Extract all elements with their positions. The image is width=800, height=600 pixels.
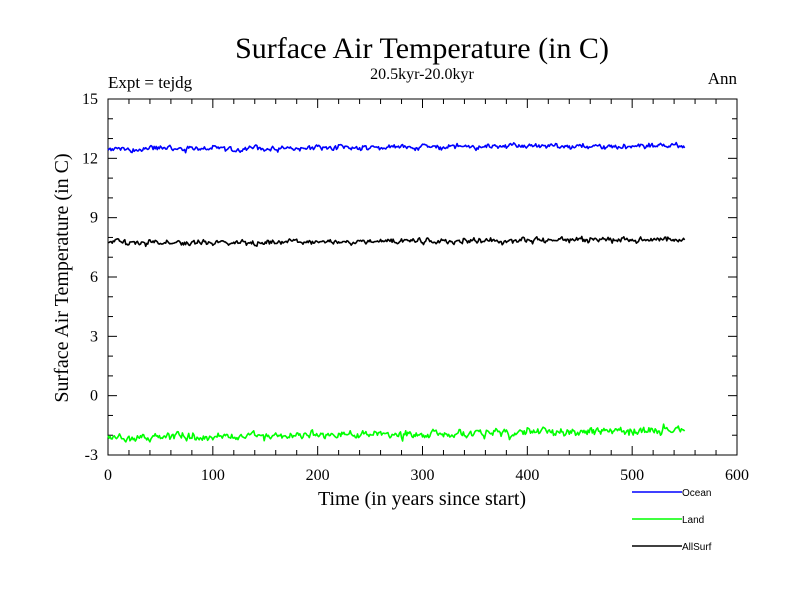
axis-ticks	[107, 98, 738, 456]
legend-label-ocean: Ocean	[682, 488, 711, 499]
y-tick-label: 3	[90, 328, 98, 345]
x-tick-label: 400	[515, 467, 539, 484]
series-line-ocean	[107, 141, 686, 154]
legend: Ocean Land AllSurf	[632, 488, 712, 553]
series-line-land	[107, 423, 686, 443]
x-tick-label: 500	[620, 467, 644, 484]
season-label: Ann	[708, 69, 738, 88]
y-tick-label: -3	[85, 447, 98, 464]
x-axis-label: Time (in years since start)	[318, 488, 526, 510]
x-tick-label: 300	[411, 467, 435, 484]
legend-label-allsurf: AllSurf	[682, 542, 712, 553]
series-lines	[107, 141, 686, 443]
plot-frame	[107, 98, 738, 456]
y-tick-label: 0	[90, 388, 98, 405]
y-tick-label: 9	[90, 210, 98, 227]
x-tick-label: 200	[306, 467, 330, 484]
y-tick-label: 15	[82, 91, 98, 108]
experiment-label: Expt = tejdg	[108, 73, 193, 92]
y-tick-label: 12	[82, 150, 98, 167]
y-tick-labels: -3 0 3 6 9 12 15	[82, 91, 98, 464]
x-tick-labels: 0 100 200 300 400 500 600	[104, 467, 749, 484]
y-tick-label: 6	[90, 269, 98, 286]
legend-label-land: Land	[682, 515, 704, 526]
series-line-allsurf	[107, 235, 686, 248]
x-tick-label: 600	[725, 467, 749, 484]
x-tick-label: 0	[104, 467, 112, 484]
x-tick-label: 100	[201, 467, 225, 484]
chart-subtitle: 20.5kyr-20.0kyr	[370, 66, 474, 83]
chart-title: Surface Air Temperature (in C)	[235, 32, 609, 65]
y-axis-label: Surface Air Temperature (in C)	[51, 153, 73, 402]
